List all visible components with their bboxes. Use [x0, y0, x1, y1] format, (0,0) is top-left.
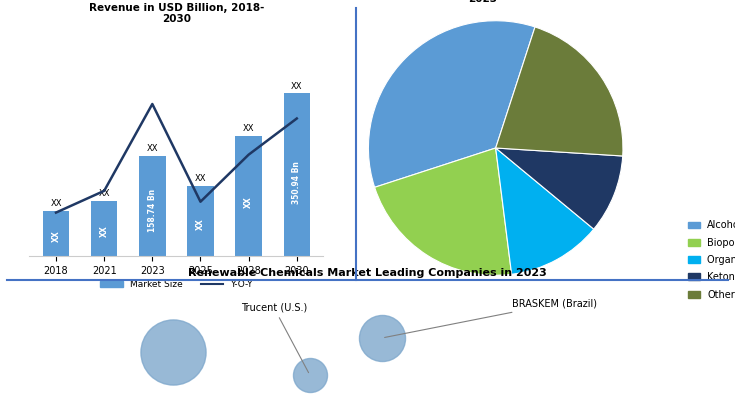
- Bar: [235, 136, 262, 256]
- Bar: [284, 93, 310, 256]
- Wedge shape: [495, 148, 594, 274]
- Point: [376, 335, 388, 341]
- Title: Renewable Chemicals Market by Type, in
2023: Renewable Chemicals Market by Type, in 2…: [362, 0, 603, 4]
- Legend: Market Size, Y-O-Y: Market Size, Y-O-Y: [96, 276, 257, 292]
- Legend: Alcohol, Biopolymers, Organic Acids, Ketones, Others: Alcohol, Biopolymers, Organic Acids, Ket…: [688, 220, 735, 300]
- Bar: [43, 211, 69, 256]
- Bar: [139, 156, 165, 256]
- Text: XX: XX: [100, 225, 109, 237]
- Text: 350.94 Bn: 350.94 Bn: [293, 161, 301, 204]
- Text: XX: XX: [195, 174, 207, 183]
- Text: 158.74 Bn: 158.74 Bn: [148, 189, 157, 232]
- Title: Renewable Chemicals Market
Revenue in USD Billion, 2018-
2030: Renewable Chemicals Market Revenue in US…: [89, 0, 264, 24]
- Text: XX: XX: [243, 124, 254, 133]
- Wedge shape: [368, 21, 535, 187]
- Text: XX: XX: [146, 144, 158, 153]
- Text: XX: XX: [98, 189, 110, 198]
- Text: XX: XX: [196, 218, 205, 230]
- Point: [304, 372, 316, 378]
- Text: XX: XX: [50, 199, 62, 208]
- Wedge shape: [495, 27, 623, 156]
- Text: XX: XX: [51, 230, 60, 242]
- Text: Trucent (U.S.): Trucent (U.S.): [241, 302, 309, 373]
- Wedge shape: [375, 148, 512, 275]
- Title: Renewable Chemicals Market Leading Companies in 2023: Renewable Chemicals Market Leading Compa…: [188, 268, 547, 278]
- Wedge shape: [495, 148, 623, 229]
- Text: BRASKEM (Brazil): BRASKEM (Brazil): [384, 299, 597, 338]
- Text: XX: XX: [244, 196, 253, 208]
- Bar: [91, 201, 118, 256]
- Text: XX: XX: [291, 82, 303, 91]
- Point: [167, 349, 179, 355]
- Bar: [187, 186, 214, 256]
